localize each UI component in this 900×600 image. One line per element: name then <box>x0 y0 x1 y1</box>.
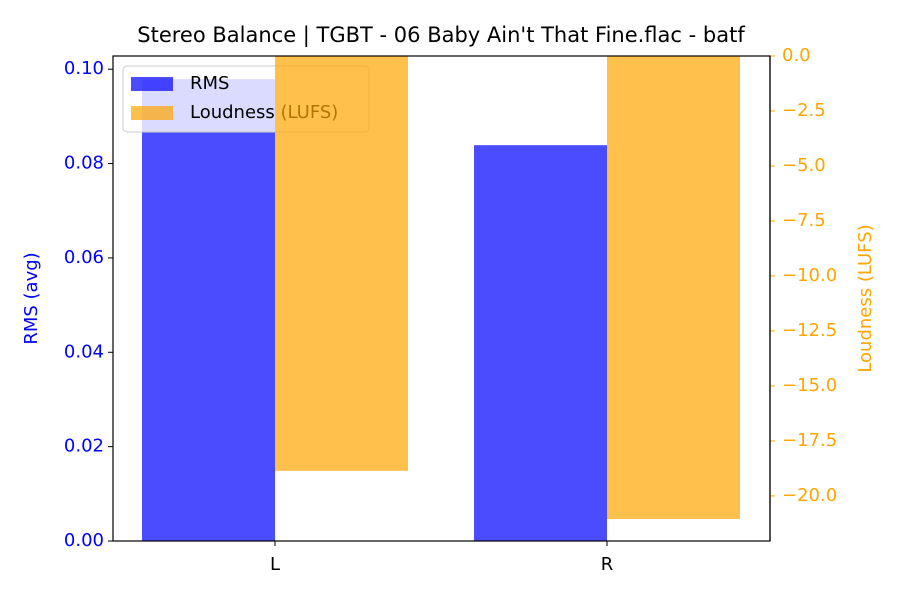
y-tick-label: 0.08 <box>64 153 104 174</box>
y-tick-label: 0.04 <box>64 341 104 362</box>
chart-title: Stereo Balance | TGBT - 06 Baby Ain't Th… <box>137 23 745 48</box>
bar <box>275 56 408 471</box>
y-tick-label: 0.00 <box>64 530 104 551</box>
y2-tick-label: −15.0 <box>782 375 837 396</box>
y-axis-label: RMS (avg) <box>21 252 42 344</box>
y-tick-label: 0.02 <box>64 436 104 457</box>
legend-swatch <box>131 77 173 91</box>
y-tick-label: 0.06 <box>64 247 104 268</box>
bar <box>607 56 740 520</box>
y2-tick-label: −2.5 <box>782 100 826 121</box>
y2-axis-label: Loudness (LUFS) <box>855 224 876 372</box>
y2-tick-label: −7.5 <box>782 210 826 231</box>
y2-tick-label: −5.0 <box>782 155 826 176</box>
y2-tick-label: −10.0 <box>782 265 837 286</box>
y2-tick-label: −20.0 <box>782 485 837 506</box>
legend-swatch <box>131 106 173 120</box>
x-tick-label: R <box>601 554 614 575</box>
legend-label: RMS <box>190 73 229 94</box>
bar <box>474 145 607 542</box>
y2-tick-label: −12.5 <box>782 320 837 341</box>
x-tick-label: L <box>270 554 280 575</box>
y2-tick-label: −17.5 <box>782 430 837 451</box>
y-tick-label: 0.10 <box>64 58 104 79</box>
y2-tick-label: 0.0 <box>782 45 811 66</box>
bar <box>142 79 275 541</box>
